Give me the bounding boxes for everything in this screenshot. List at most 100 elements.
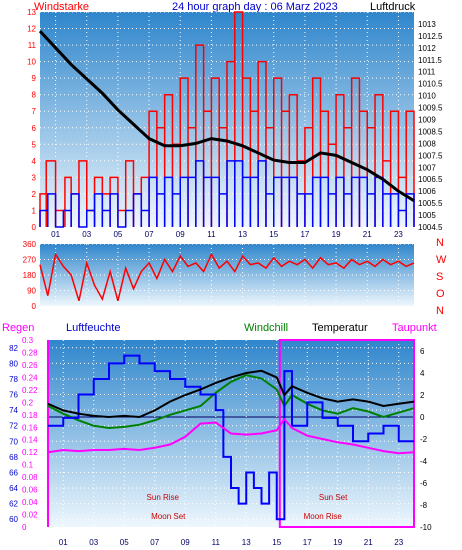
x-tick-label: 05 (113, 230, 122, 239)
x-tick-label: 01 (51, 230, 60, 239)
x-tick-label: 17 (300, 230, 309, 239)
humidity-tick-label: 70 (9, 437, 18, 446)
temp-tick-label: 6 (420, 347, 425, 356)
humidity-tick-label: 82 (9, 344, 18, 353)
left-tick-label: 4 (32, 157, 37, 166)
rain-tick-label: 0.28 (22, 348, 38, 357)
panel-3-temp-ticks: -10 -8 -6 -4 -2 0 2 4 6 (420, 347, 432, 532)
series-humidity (48, 354, 414, 521)
x-tick-label: 03 (82, 230, 91, 239)
x-tick-label: 07 (145, 230, 154, 239)
dewpoint-label: Taupunkt (392, 322, 437, 334)
left-tick-label: 2 (32, 190, 37, 199)
right-tick-label: 1008 (418, 139, 436, 148)
humidity-tick-label: 72 (9, 422, 18, 431)
right-tick-label: 1011 (418, 68, 436, 77)
compass-label: W (436, 254, 447, 266)
humidity-tick-label: 74 (9, 406, 18, 415)
x-tick-label: 23 (394, 230, 403, 239)
temp-tick-label: 4 (420, 369, 425, 378)
temp-tick-label: 2 (420, 391, 425, 400)
rain-tick-label: 0.12 (22, 448, 38, 457)
left-tick-label: 6 (32, 124, 37, 133)
rain-tick-label: 0.24 (22, 373, 38, 382)
rain-tick-label: 0.22 (22, 386, 38, 395)
right-tick-label: 1012.5 (418, 32, 443, 41)
right-tick-label: 1005.5 (418, 199, 443, 208)
x-tick-label: 15 (269, 230, 278, 239)
left-axis-label: Windstarke (34, 1, 89, 13)
temp-tick-label: -8 (420, 501, 428, 510)
temperature-label: Temperatur (312, 322, 368, 334)
rain-tick-label: 0.16 (22, 423, 38, 432)
right-tick-label: 1005 (418, 211, 436, 220)
x-tick-label: 05 (120, 538, 129, 547)
right-tick-label: 1009 (418, 116, 436, 125)
x-tick-label: 03 (89, 538, 98, 547)
x-tick-label: 01 (59, 538, 68, 547)
x-tick-label: 21 (363, 230, 372, 239)
left-tick-label: 10 (27, 58, 36, 67)
left-tick-label: 3 (32, 173, 37, 182)
x-tick-label: 19 (332, 230, 341, 239)
temp-tick-label: -6 (420, 479, 428, 488)
x-tick-label: 13 (238, 230, 247, 239)
rain-tick-label: 0.02 (22, 511, 38, 520)
left-tick-label: 12 (27, 25, 36, 34)
rain-tick-label: 0.08 (22, 473, 38, 482)
x-tick-label: 17 (303, 538, 312, 547)
rain-period (278, 339, 415, 528)
panel-1-x-ticks: 01 03 05 07 09 11 13 15 17 19 21 23 (51, 230, 403, 239)
humidity-axis-label: Luftfeuchte (66, 322, 120, 334)
panel-2-ticks: 0 90 180 270 360 (23, 240, 37, 311)
x-tick-label: 11 (207, 230, 216, 239)
left-tick-label: 13 (27, 8, 36, 17)
x-tick-label: 15 (272, 538, 281, 547)
rain-tick-label: 0.18 (22, 411, 38, 420)
event-sun-set: Sun Set (319, 493, 348, 502)
rain-tick-label: 0.14 (22, 436, 38, 445)
right-tick-label: 1004.5 (418, 223, 443, 232)
left-tick-label: 5 (32, 140, 37, 149)
series-windchill (47, 374, 415, 430)
right-tick-label: 1006 (418, 187, 436, 196)
rain-tick-label: 0.2 (22, 398, 34, 407)
rain-tick-label: 0.04 (22, 498, 38, 507)
right-tick-label: 1007 (418, 163, 436, 172)
right-axis-label: Luftdruck (370, 1, 416, 13)
right-tick-label: 1010.5 (418, 80, 443, 89)
series-dewpoint (47, 417, 415, 455)
rain-tick-label: 0 (22, 523, 27, 532)
x-tick-label: 09 (176, 230, 185, 239)
left-tick-label: 0 (32, 223, 37, 232)
panel-3-humidity-ticks: 60 62 64 66 68 70 72 74 76 78 80 82 (9, 344, 18, 524)
humidity-tick-label: 64 (9, 484, 18, 493)
event-sun-rise: Sun Rise (147, 493, 180, 502)
panel-3-series (47, 354, 415, 521)
humidity-tick-label: 78 (9, 375, 18, 384)
direction-tick-label: 360 (23, 240, 37, 249)
humidity-tick-label: 62 (9, 500, 18, 509)
x-tick-label: 21 (364, 538, 373, 547)
left-tick-label: 7 (32, 107, 37, 116)
x-tick-label: 09 (181, 538, 190, 547)
compass-label: N (436, 237, 444, 249)
panel-3-rain-ticks: 0 0.02 0.04 0.06 0.08 0.1 0.12 0.14 0.16 0.18 0.2 0… (22, 336, 38, 532)
chart-title: 24 hour graph day : 06 Marz 2023 (172, 1, 338, 13)
compass-label: S (436, 271, 443, 283)
right-tick-label: 1007.5 (418, 151, 443, 160)
right-tick-label: 1008.5 (418, 127, 443, 136)
panel-3-events: Sun Rise Sun Set Moon Set Moon Rise (147, 493, 349, 521)
direction-tick-label: 90 (27, 287, 36, 296)
humidity-tick-label: 68 (9, 453, 18, 462)
temp-tick-label: -4 (420, 457, 428, 466)
left-tick-label: 11 (28, 41, 37, 50)
humidity-tick-label: 76 (9, 391, 18, 400)
right-tick-label: 1009.5 (418, 104, 443, 113)
compass-label: N (436, 305, 444, 317)
panel-2-series (39, 252, 415, 302)
direction-tick-label: 270 (23, 256, 37, 265)
